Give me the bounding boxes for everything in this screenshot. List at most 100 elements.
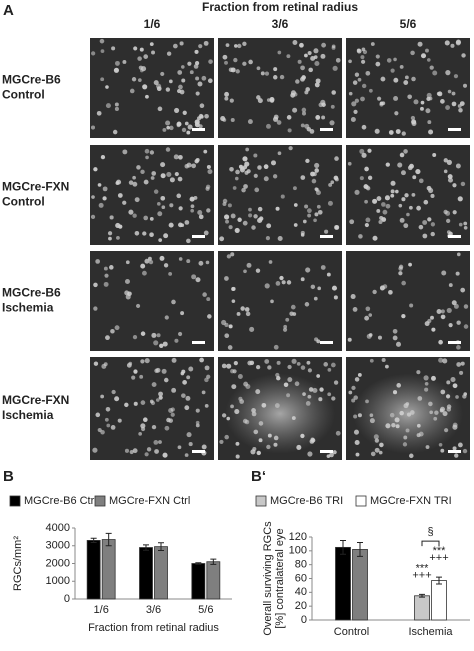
cell [314,187,319,191]
cell [108,236,112,241]
cell [224,214,230,220]
cell [124,448,130,453]
micrograph [218,251,342,351]
cell [178,257,183,261]
cell [128,209,134,215]
cell [377,96,382,101]
cell [149,232,154,238]
cell [304,302,310,307]
cell [230,368,235,374]
cell [398,264,404,270]
cell [302,219,307,224]
cell [307,368,312,373]
cell [456,320,461,325]
cell [426,185,432,191]
cell [436,309,442,315]
cell [417,41,423,47]
cell [138,431,142,436]
cell [365,185,370,190]
cell [374,438,380,443]
cell [109,215,114,220]
y-axis-label: RGCs/mm² [12,536,24,591]
cell [149,42,154,46]
cell [144,258,150,264]
cell [228,67,234,73]
cell [111,46,116,51]
cell [392,335,398,341]
cell [190,208,195,213]
row-label: MGCre-FXN [2,393,69,407]
micrograph-bg [90,145,214,245]
cell [137,78,142,82]
cell [385,162,390,167]
y-tick-label: 60 [295,572,307,584]
cell [321,42,327,48]
cell [365,306,371,312]
cell [327,392,332,397]
cell [112,129,118,135]
cell [166,171,172,177]
cell [219,236,225,242]
cell [109,265,114,270]
cell [372,198,378,204]
micrograph [90,251,214,351]
cell [178,206,183,211]
cell [184,220,190,225]
cell [318,397,323,402]
cell [319,387,324,392]
cell [444,428,449,433]
cell [314,82,320,88]
row-label: Control [2,195,45,209]
cell [367,148,372,153]
cell [255,365,261,370]
cell [169,203,174,208]
cell [170,407,175,412]
cell [154,368,159,373]
cell [370,451,376,457]
cell [301,75,306,80]
cell [331,45,336,50]
cell [430,315,434,320]
cell [288,146,293,151]
cell [239,167,245,173]
cell [428,401,433,407]
scale-bar [320,341,333,344]
y-tick-label: 0 [301,614,307,626]
cell [422,220,428,225]
cell [234,176,239,181]
cell [285,317,290,322]
cell [111,389,116,395]
cell [234,227,240,233]
cell [140,400,146,405]
micrograph-bg [90,357,214,460]
cell [392,328,398,334]
cell [231,299,236,303]
cell [224,434,229,440]
cell [316,374,321,378]
cell [347,161,352,166]
micrograph-bg [346,38,470,138]
cell [364,199,368,204]
cell [228,324,233,329]
cell [416,370,421,375]
cell [273,435,279,441]
legend-label: MGCre-B6 TRI [270,495,343,507]
cell [230,252,235,257]
cell [256,450,261,456]
cell [265,236,271,241]
cell [352,307,358,312]
cell [304,204,309,209]
cell [348,91,353,96]
bar [101,539,116,600]
cell [356,48,361,53]
cell [388,289,393,295]
cell [106,423,111,428]
cell [194,119,200,125]
cell [153,440,159,445]
cell [316,204,321,209]
cell [248,207,252,212]
legend-swatch [255,495,267,507]
cell [368,333,373,337]
bar [191,563,206,600]
cell [257,206,263,212]
